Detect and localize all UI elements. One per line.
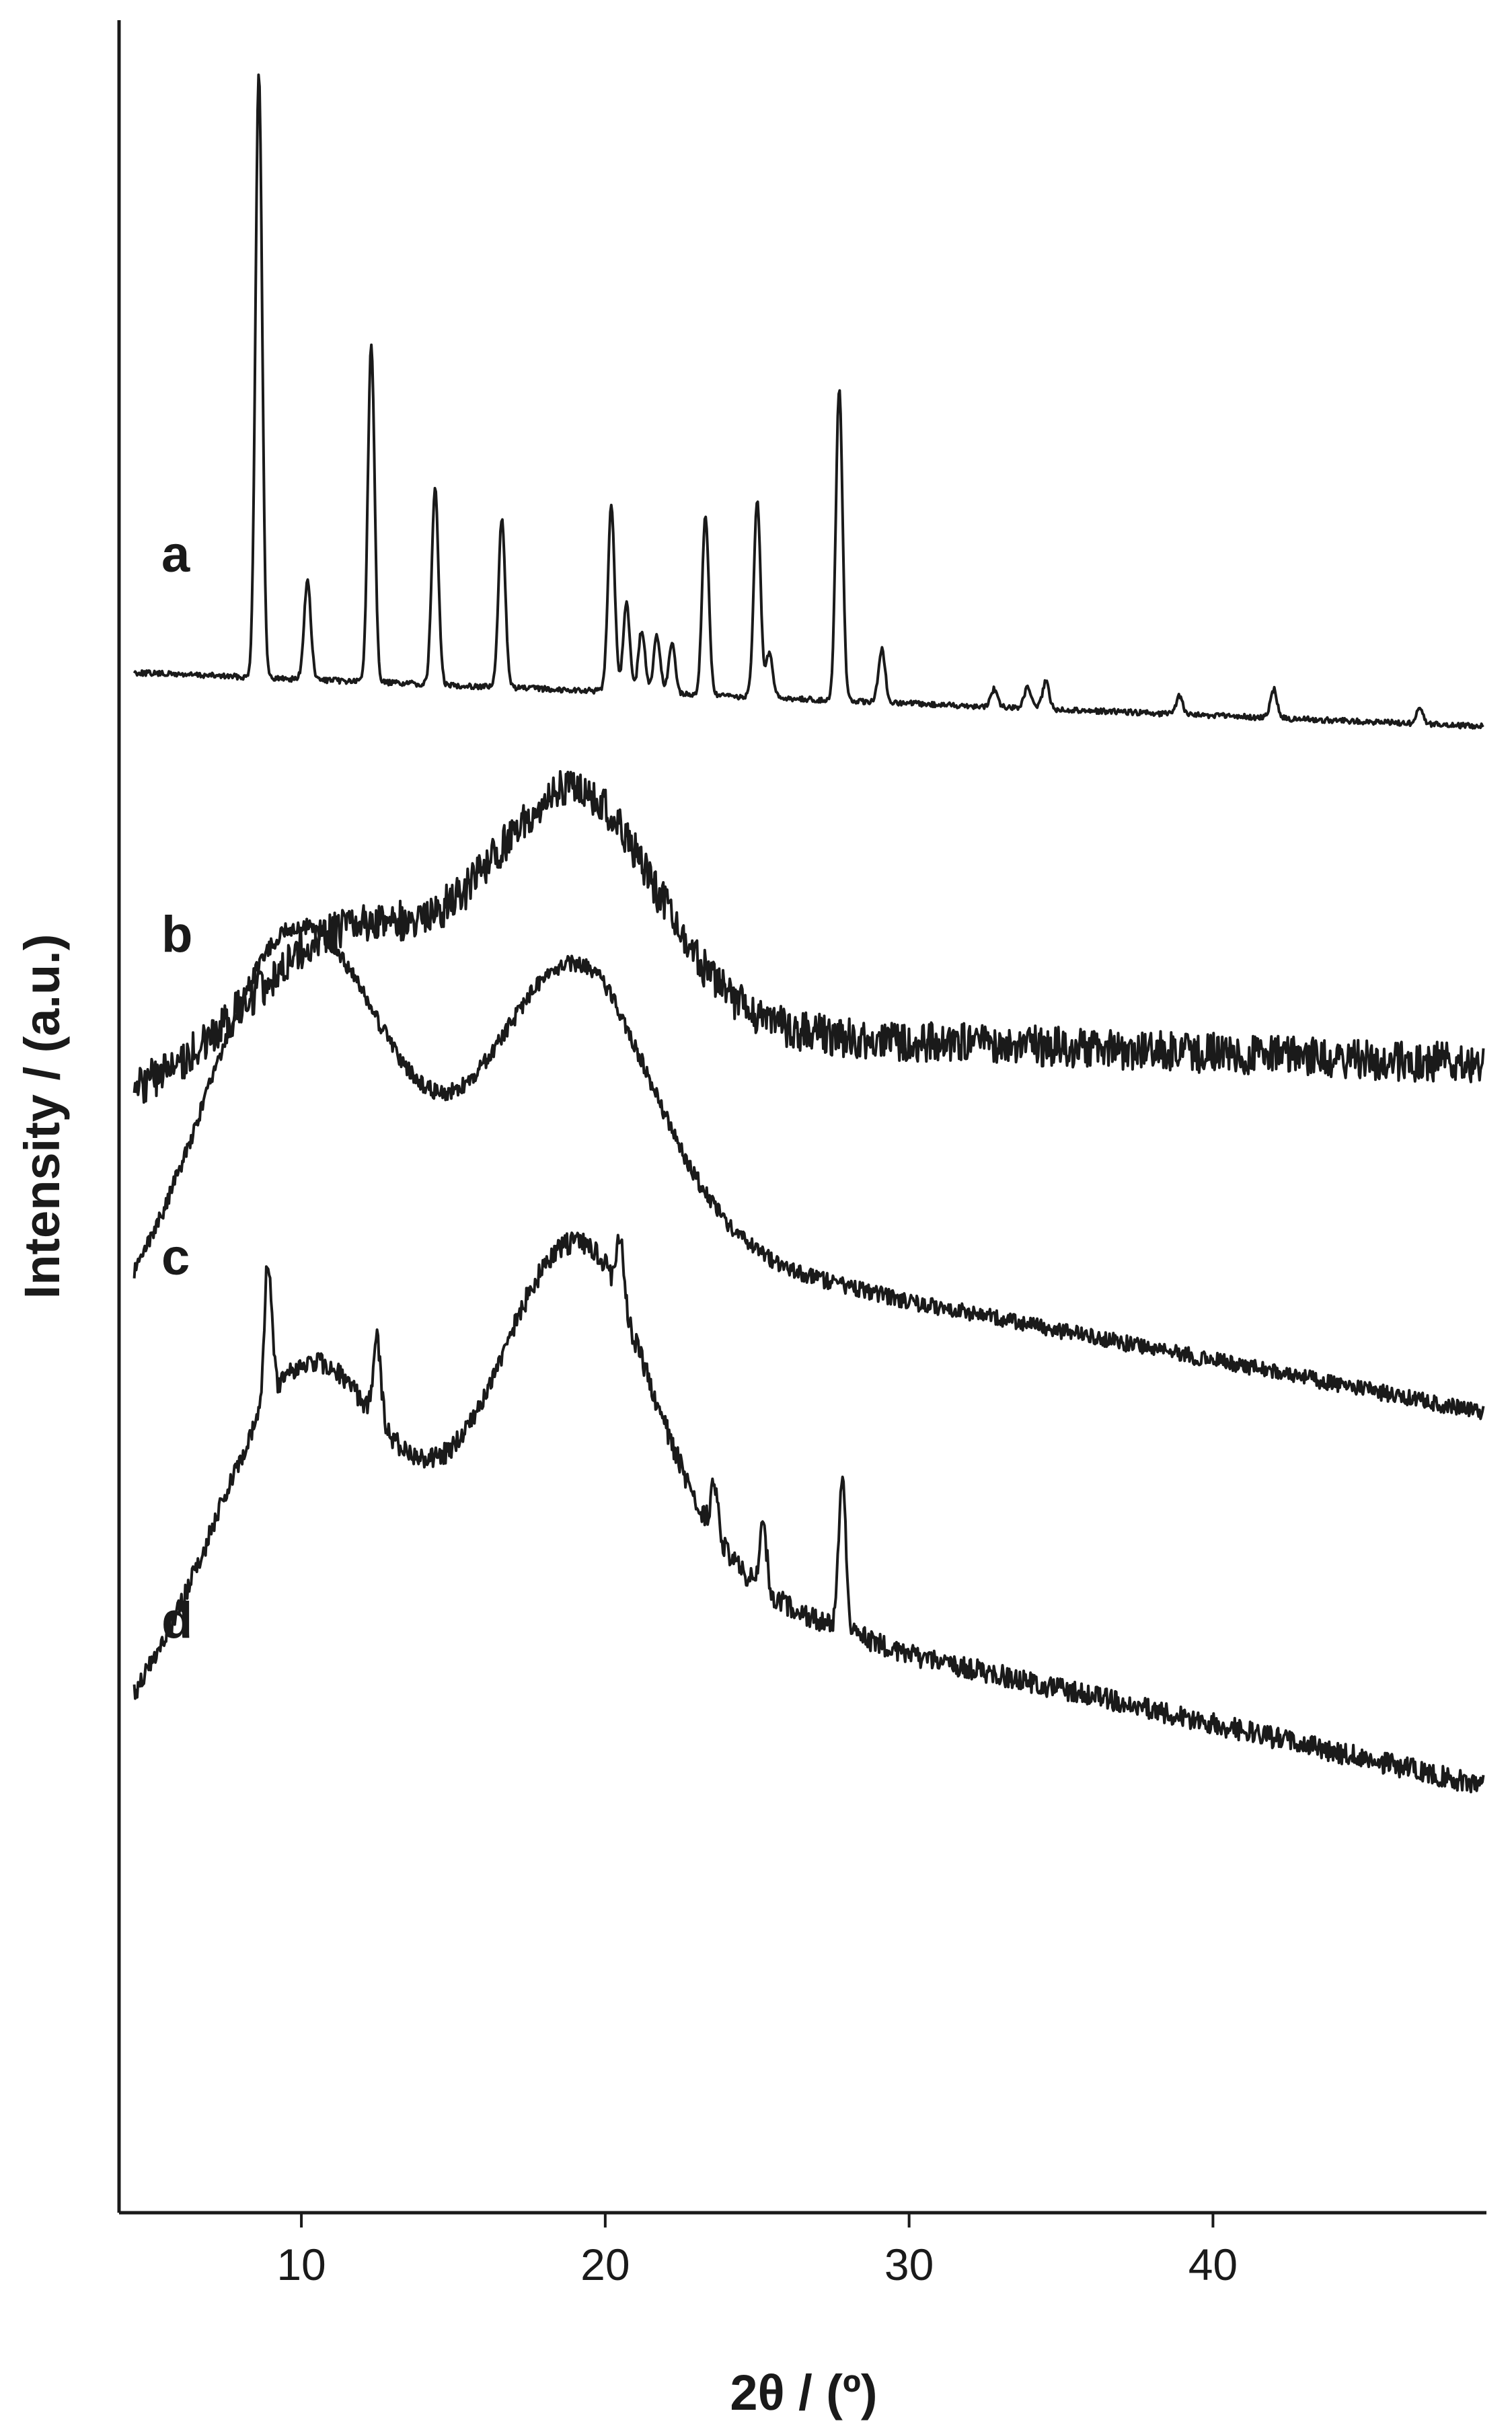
- trace-label-a: a: [161, 526, 190, 583]
- y-axis-title: Intensity / (a.u.): [14, 934, 70, 1299]
- trace-b: [133, 770, 1485, 1104]
- x-tick-label-10: 10: [276, 2240, 326, 2289]
- x-tick-label-20: 20: [580, 2240, 630, 2289]
- trace-d: [133, 1231, 1485, 1794]
- x-tick-label-30: 30: [884, 2240, 934, 2289]
- x-axis-ticks: 10 20 30 40: [276, 2213, 1238, 2289]
- trace-a: [133, 73, 1484, 730]
- trace-label-b: b: [161, 906, 192, 963]
- trace-labels: a b c d: [161, 526, 192, 1649]
- x-axis-title: 2θ / (º): [730, 2365, 877, 2421]
- trace-c: [133, 917, 1485, 1420]
- x-tick-label-40: 40: [1188, 2240, 1238, 2289]
- trace-label-d: d: [161, 1592, 192, 1649]
- trace-label-c: c: [161, 1229, 190, 1286]
- xrd-traces: [133, 73, 1485, 1794]
